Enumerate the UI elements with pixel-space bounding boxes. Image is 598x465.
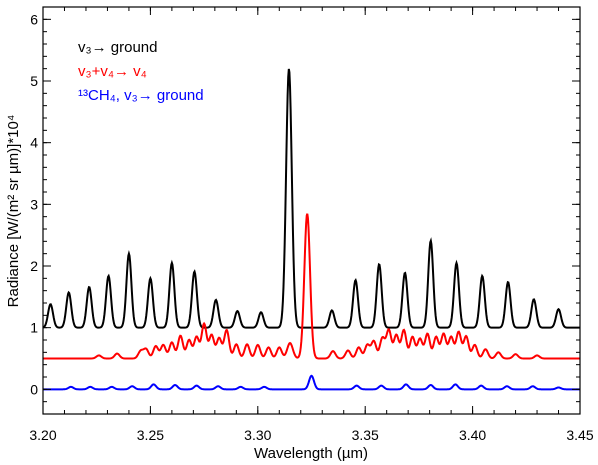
series-layer <box>42 68 580 391</box>
x-tick-label: 3.30 <box>244 427 271 443</box>
legend-entry-3: ¹³CH₄, v₃→ ground <box>78 87 204 104</box>
x-tick-label: 3.40 <box>459 427 486 443</box>
y-tick-label: 0 <box>30 381 38 397</box>
y-tick-label: 5 <box>30 73 38 89</box>
x-axis: 3.20 3.25 3.30 3.35 3.40 3.45 <box>29 7 594 443</box>
x-tick-label: 3.35 <box>352 427 379 443</box>
legend: v₃→ ground v₃+v₄→ v₄ ¹³CH₄, v₃→ ground <box>78 39 204 104</box>
legend-entry-1: v₃→ ground <box>78 39 157 56</box>
series-line-2 <box>43 213 580 360</box>
y-tick-label: 3 <box>30 196 38 212</box>
y-tick-label: 2 <box>30 258 38 274</box>
y-tick-label: 6 <box>30 11 38 27</box>
x-tick-label: 3.25 <box>137 427 164 443</box>
y-axis-label: Radiance [W/(m² sr µm)]*10⁴ <box>5 115 22 308</box>
legend-entry-2: v₃+v₄→ v₄ <box>78 63 147 80</box>
y-axis: 0 1 2 3 4 5 6 <box>30 11 580 403</box>
y-tick-label: 4 <box>30 135 38 151</box>
x-axis-label: Wavelength (µm) <box>254 445 368 462</box>
x-tick-label: 3.20 <box>29 427 56 443</box>
plot-frame <box>42 6 581 415</box>
series-line-3 <box>43 374 580 391</box>
y-tick-label: 1 <box>30 320 38 336</box>
x-tick-label: 3.45 <box>566 427 593 443</box>
